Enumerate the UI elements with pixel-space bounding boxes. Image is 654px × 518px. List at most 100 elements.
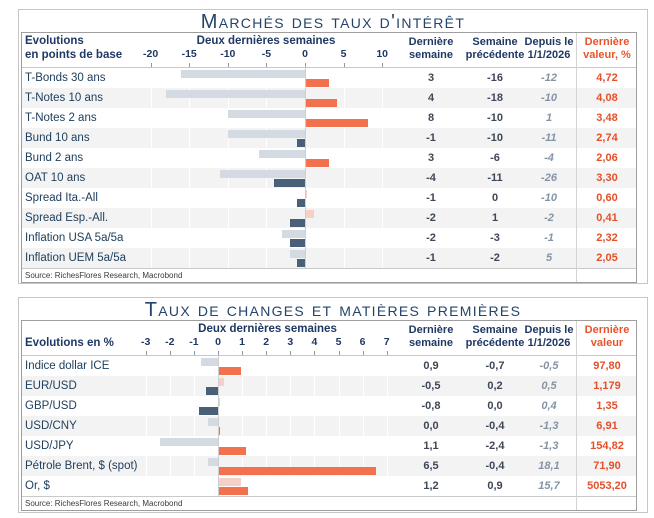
zero-axis-line bbox=[305, 88, 306, 108]
row-label: T-Bonds 30 ans bbox=[25, 72, 106, 84]
bar-previous-week bbox=[258, 150, 305, 158]
cell-last-week: -4 bbox=[426, 172, 436, 184]
axis-tick-mark bbox=[266, 351, 268, 355]
chart-cell bbox=[131, 188, 401, 208]
cell-previous-week: -2,4 bbox=[485, 440, 505, 452]
column-header-line: semaine bbox=[408, 337, 454, 349]
axis-tick-label: 5 bbox=[335, 336, 342, 348]
cell-previous-week: -0,4 bbox=[485, 420, 505, 432]
axis-tick-label: 1 bbox=[239, 336, 246, 348]
axis-tick-label: 10 bbox=[376, 48, 389, 60]
chart-cell bbox=[134, 476, 401, 496]
cell-current-value: 0,60 bbox=[596, 192, 618, 204]
gridline bbox=[189, 128, 191, 148]
table-row: T-Bonds 30 ans 3 -16 -12 4,72 bbox=[22, 68, 636, 88]
panel-title-interest-rates: Marchés des taux d'intérêt bbox=[200, 11, 466, 33]
bar-last-week bbox=[205, 387, 218, 395]
axis-tick-label: 2 bbox=[263, 336, 270, 348]
cell-current-value: 3,48 bbox=[596, 112, 618, 124]
axis-tick-mark bbox=[386, 351, 388, 355]
cell-since-jan: -10 bbox=[541, 92, 557, 104]
gridline bbox=[242, 456, 244, 476]
cell-current-value: 97,80 bbox=[593, 360, 621, 372]
cell-last-week: 8 bbox=[427, 112, 435, 124]
cell-current-value: 1,179 bbox=[593, 380, 621, 392]
cell-previous-week: -11 bbox=[487, 172, 503, 184]
chart-cell bbox=[131, 128, 401, 148]
column-header-line: précédente bbox=[465, 337, 525, 349]
column-header: Dernière valeur bbox=[565, 324, 649, 350]
gridline bbox=[189, 168, 191, 188]
axis-tick-label: 3 bbox=[287, 336, 294, 348]
cell-current-value: 1,35 bbox=[596, 400, 618, 412]
cell-last-week: 4 bbox=[427, 92, 435, 104]
axis-tick-label: -10 bbox=[220, 48, 236, 60]
column-header: Dernière semaine bbox=[389, 324, 473, 350]
cell-previous-week: 0,2 bbox=[487, 380, 503, 392]
row-label: Inflation UEM 5a/5a bbox=[25, 252, 127, 264]
axis-tick-mark bbox=[290, 351, 292, 355]
cell-since-jan: -0,5 bbox=[539, 360, 559, 372]
cell-since-jan: -12 bbox=[541, 72, 557, 84]
zero-axis-line bbox=[218, 356, 219, 376]
cell-last-week: -0,8 bbox=[421, 400, 441, 412]
bar-last-week bbox=[219, 427, 220, 435]
column-header-line: précédente bbox=[465, 49, 525, 61]
cell-since-jan: 1 bbox=[545, 112, 553, 124]
gridline bbox=[290, 416, 292, 436]
row-label: T-Notes 2 ans bbox=[25, 112, 97, 124]
gridline bbox=[266, 168, 268, 188]
zero-axis-line bbox=[305, 188, 306, 208]
table-row: Bund 10 ans -1 -10 -11 2,74 bbox=[22, 128, 636, 148]
column-header: Dernière semaine bbox=[389, 36, 473, 62]
gridline bbox=[227, 248, 229, 268]
panel-title-fx-commodities: Taux de changes et matières premières bbox=[144, 299, 522, 321]
cell-since-jan: -11 bbox=[541, 132, 557, 144]
cell-current-value: 4,72 bbox=[596, 72, 618, 84]
zero-axis-line bbox=[305, 148, 306, 168]
column-header-line: 1/1/2026 bbox=[527, 49, 571, 61]
axis-tick-mark bbox=[266, 63, 268, 67]
row-label: EUR/USD bbox=[25, 380, 77, 392]
zero-axis-line bbox=[218, 436, 219, 456]
axis-tick-mark bbox=[169, 351, 171, 355]
cell-last-week: -1 bbox=[426, 192, 436, 204]
cell-previous-week: -10 bbox=[487, 132, 503, 144]
chart-header-label: Deux dernières semaines bbox=[196, 35, 336, 47]
gridline bbox=[314, 416, 316, 436]
table-row: Indice dollar ICE 0,9 -0,7 -0,5 97,80 bbox=[22, 356, 636, 376]
gridline bbox=[382, 88, 384, 108]
cell-current-value: 71,90 bbox=[593, 460, 621, 472]
column-header-line: Dernière bbox=[584, 324, 630, 336]
cell-current-value: 4,08 bbox=[596, 92, 618, 104]
cell-current-value: 154,82 bbox=[590, 440, 624, 452]
table-row: Spread Esp.-All. -2 1 -2 0,41 bbox=[22, 208, 636, 228]
gridline bbox=[266, 128, 268, 148]
chart-cell bbox=[134, 456, 401, 476]
axis-tick-mark bbox=[218, 351, 219, 355]
axis-tick-mark bbox=[189, 63, 191, 67]
row-label: T-Notes 10 ans bbox=[25, 92, 103, 104]
bar-previous-week bbox=[306, 190, 307, 198]
column-header-line: semaine bbox=[408, 49, 454, 61]
cell-previous-week: -3 bbox=[490, 232, 500, 244]
gridline bbox=[189, 88, 191, 108]
chart-cell bbox=[131, 88, 401, 108]
column-header: Semaine précédente bbox=[453, 36, 537, 62]
bar-previous-week bbox=[227, 130, 305, 138]
bar-previous-week bbox=[160, 438, 218, 446]
column-header: Depuis le 1/1/2026 bbox=[507, 36, 591, 62]
bar-last-week bbox=[306, 79, 330, 87]
chart-cell bbox=[134, 436, 401, 456]
gridline bbox=[169, 416, 171, 436]
cell-previous-week: -2 bbox=[490, 252, 500, 264]
zero-axis-line bbox=[305, 228, 306, 248]
cell-last-week: -1 bbox=[426, 132, 436, 144]
axis-tick-mark bbox=[382, 63, 384, 67]
axis-tick-label: -15 bbox=[181, 48, 197, 60]
gridline bbox=[193, 376, 195, 396]
axis-tick-mark bbox=[193, 351, 195, 355]
cell-since-jan: 0,5 bbox=[541, 380, 557, 392]
bar-previous-week bbox=[201, 358, 218, 366]
row-label: USD/CNY bbox=[25, 420, 77, 432]
